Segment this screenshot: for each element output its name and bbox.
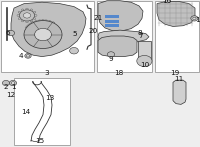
Circle shape	[33, 18, 36, 20]
Circle shape	[24, 21, 62, 49]
Circle shape	[25, 54, 31, 58]
Bar	[105, 24, 119, 27]
Text: 2: 2	[4, 85, 8, 90]
Circle shape	[11, 82, 15, 84]
Text: 14: 14	[21, 110, 30, 115]
Bar	[1, 1, 94, 72]
Polygon shape	[11, 2, 86, 57]
Circle shape	[137, 55, 152, 67]
Text: 12: 12	[6, 92, 16, 98]
Text: 1: 1	[11, 85, 15, 90]
Circle shape	[70, 47, 78, 54]
Text: 4: 4	[19, 53, 23, 59]
Text: 3: 3	[45, 70, 49, 76]
Polygon shape	[138, 41, 151, 61]
Polygon shape	[98, 1, 143, 31]
Circle shape	[26, 55, 30, 57]
Text: 10: 10	[140, 62, 149, 68]
Text: 7: 7	[138, 33, 143, 39]
Circle shape	[9, 80, 17, 86]
Text: 19: 19	[170, 70, 180, 76]
Text: 6: 6	[5, 30, 10, 36]
Polygon shape	[157, 1, 195, 26]
Circle shape	[26, 21, 28, 23]
Bar	[97, 1, 152, 72]
Circle shape	[191, 16, 198, 21]
Bar	[105, 15, 119, 18]
Polygon shape	[173, 80, 186, 104]
Circle shape	[23, 13, 31, 18]
Circle shape	[26, 8, 28, 10]
Circle shape	[17, 15, 19, 16]
Circle shape	[35, 15, 37, 16]
Text: 11: 11	[174, 76, 184, 82]
Polygon shape	[98, 30, 149, 43]
Circle shape	[18, 18, 21, 20]
Bar	[14, 78, 70, 145]
Text: 5: 5	[73, 31, 77, 37]
Text: 18: 18	[114, 70, 124, 76]
Bar	[155, 1, 199, 72]
Circle shape	[2, 80, 10, 86]
Circle shape	[18, 11, 21, 13]
Text: 21: 21	[94, 15, 103, 21]
Circle shape	[21, 20, 24, 22]
Text: 13: 13	[45, 96, 54, 101]
Text: 16: 16	[162, 0, 172, 4]
Circle shape	[35, 28, 51, 41]
Text: 20: 20	[88, 28, 98, 34]
Circle shape	[21, 9, 24, 11]
Circle shape	[7, 30, 15, 36]
Text: 17: 17	[195, 17, 200, 23]
Circle shape	[165, 0, 170, 3]
Circle shape	[107, 52, 115, 57]
Circle shape	[193, 17, 196, 20]
Circle shape	[33, 11, 36, 13]
Circle shape	[30, 9, 33, 11]
Circle shape	[30, 20, 33, 22]
Circle shape	[19, 10, 35, 21]
Text: 9: 9	[109, 56, 113, 61]
Text: 15: 15	[35, 138, 44, 144]
Text: 8: 8	[138, 30, 143, 36]
Polygon shape	[98, 36, 137, 57]
Bar	[105, 20, 119, 23]
